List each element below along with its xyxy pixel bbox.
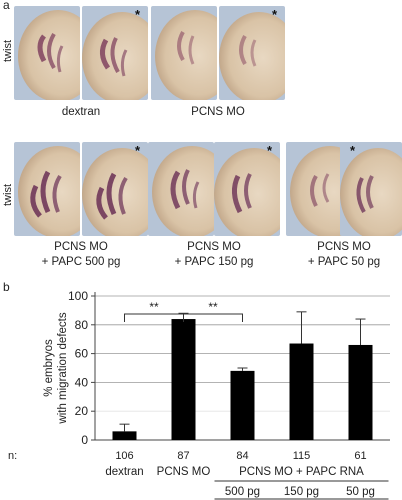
condition-label-papc50-line2: + PAPC 50 pg — [307, 256, 381, 268]
embryo-image-papc50-2: * — [340, 142, 402, 236]
y-tick-label-100: 100 — [68, 289, 88, 303]
group-label: PCNS MO + PAPC RNA — [239, 466, 364, 478]
condition-label-papc500-line2: + PAPC 500 pg — [41, 256, 121, 268]
condition-label-papc500-line1: PCNS MO — [54, 241, 108, 253]
panel-b-letter: b — [3, 280, 10, 294]
embryo-image-dextran-1 — [14, 6, 80, 100]
significance-mark-1: ** — [208, 300, 218, 314]
condition-label-papc500: PCNS MO + PAPC 500 pg — [14, 240, 148, 270]
bar-2 — [230, 370, 255, 440]
bar-3 — [289, 343, 314, 440]
panel-a-letter: a — [3, 0, 10, 12]
star-marker: * — [134, 7, 140, 22]
y-tick-label-80: 80 — [75, 318, 89, 332]
embryo-image-papc500-2: * — [82, 142, 148, 236]
n-label: n: — [8, 450, 17, 462]
embryo-image-pcnsmo-1 — [151, 6, 217, 100]
condition-label-papc50-line1: PCNS MO — [317, 241, 371, 253]
star-marker: * — [271, 7, 277, 22]
bar-1 — [171, 319, 196, 440]
y-tick-label-0: 0 — [81, 433, 88, 447]
category-label-3: 150 pg — [284, 486, 319, 498]
embryo-image-papc150-1 — [148, 142, 214, 236]
y-tick-label-40: 40 — [75, 375, 89, 389]
condition-label-papc150: PCNS MO + PAPC 150 pg — [148, 240, 280, 270]
bar-4 — [348, 344, 373, 440]
condition-label-papc50: PCNS MO + PAPC 50 pg — [286, 240, 402, 270]
significance-mark-0: ** — [149, 300, 159, 314]
embryo-image-dextran-2: * — [82, 6, 148, 100]
n-value-4: 61 — [354, 450, 366, 462]
condition-label-dextran: dextran — [61, 106, 101, 118]
category-label-4: 50 pg — [346, 486, 375, 498]
star-marker: * — [350, 143, 356, 158]
condition-label-pcnsmo: PCNS MO — [191, 106, 245, 118]
embryo-image-papc150-2: * — [214, 142, 280, 236]
bar-0 — [112, 431, 137, 440]
category-label-1: PCNS MO — [157, 466, 211, 478]
star-marker: * — [134, 143, 140, 158]
y-tick-label-20: 20 — [75, 404, 89, 418]
significance-bracket-1 — [183, 313, 243, 322]
n-value-1: 87 — [177, 450, 189, 462]
n-value-0: 106 — [115, 450, 133, 462]
n-value-2: 84 — [236, 450, 248, 462]
condition-label-papc150-line1: PCNS MO — [187, 241, 241, 253]
n-value-3: 115 — [293, 450, 311, 462]
star-marker: * — [266, 143, 272, 158]
embryo-image-pcnsmo-2: * — [219, 6, 285, 100]
category-label-2: 500 pg — [225, 486, 260, 498]
y-axis-label-line2: with migration defects — [57, 312, 69, 424]
y-tick-label-60: 60 — [75, 347, 89, 361]
y-axis-label-line1: % embryos — [43, 339, 55, 397]
category-label-0: dextran — [105, 466, 143, 478]
condition-label-papc150-line2: + PAPC 150 pg — [174, 256, 254, 268]
embryo-image-papc500-1 — [14, 142, 80, 236]
